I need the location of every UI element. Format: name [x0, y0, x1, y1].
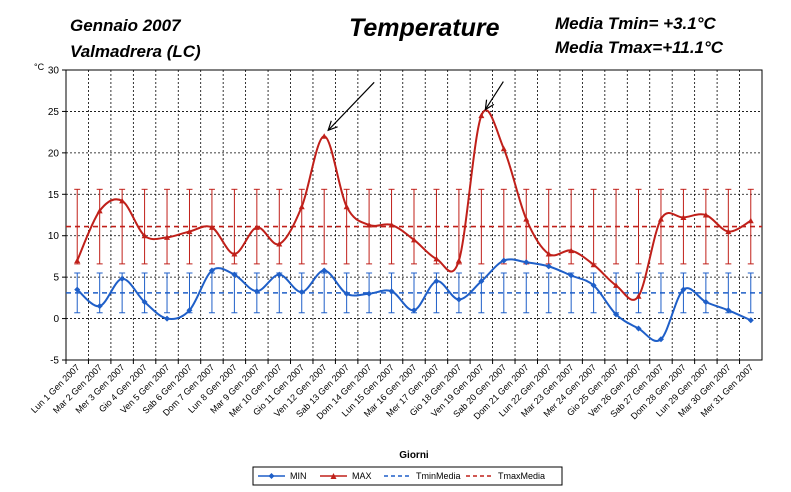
data-point-min	[96, 303, 103, 310]
data-point-min	[635, 325, 642, 332]
legend-min-label: MIN	[290, 471, 307, 481]
data-point-max	[523, 216, 530, 222]
data-point-max	[680, 214, 687, 220]
media-tmin-label: Media Tmin= +3.1°C	[555, 14, 716, 33]
data-point-min	[74, 286, 81, 293]
annotation-arrow-shaft	[484, 81, 504, 110]
data-point-max	[119, 197, 126, 204]
data-point-max	[231, 250, 238, 257]
data-point-min	[298, 289, 305, 296]
data-point-min	[680, 286, 687, 293]
data-point-max	[96, 207, 103, 214]
y-tick-label: 15	[48, 190, 60, 201]
data-point-max	[208, 224, 215, 230]
data-point-max	[500, 145, 507, 152]
data-point-min	[343, 290, 350, 297]
y-tick-label: -5	[50, 356, 59, 367]
data-point-max	[657, 216, 664, 222]
data-point-min	[321, 267, 328, 274]
y-tick-label: 10	[48, 231, 60, 242]
y-tick-label: 5	[53, 273, 59, 284]
data-point-min	[411, 307, 417, 314]
data-point-max	[635, 293, 642, 299]
data-point-max	[388, 221, 395, 228]
data-point-max	[478, 112, 485, 119]
data-point-min	[523, 259, 530, 266]
data-point-min	[164, 315, 171, 322]
data-point-max	[321, 133, 328, 139]
data-point-min	[478, 278, 485, 285]
legend-min-marker	[268, 473, 275, 479]
data-point-min	[747, 317, 754, 324]
data-point-max	[613, 282, 620, 288]
data-point-min	[231, 271, 238, 278]
data-point-min	[568, 272, 575, 279]
data-point-min	[433, 278, 440, 285]
data-point-min	[657, 336, 664, 343]
location-label: Valmadrera (LC)	[70, 42, 201, 61]
data-point-min	[208, 267, 215, 274]
data-point-min	[253, 288, 260, 295]
chart-title: Temperature	[349, 14, 500, 42]
legend-tmaxmedia-label: TmaxMedia	[498, 471, 545, 481]
data-point-max	[455, 257, 462, 264]
data-point-max	[253, 224, 260, 230]
legend-tminmedia-label: TminMedia	[416, 471, 461, 481]
mean-lines	[66, 225, 762, 294]
y-tick-label: 0	[53, 314, 59, 325]
data-point-max	[186, 228, 193, 235]
annotation-arrow-head	[484, 99, 495, 111]
data-point-max	[433, 255, 440, 262]
legend-max-marker	[330, 473, 337, 479]
y-tick-label: 25	[48, 107, 60, 118]
media-tmax-label: Media Tmax=+11.1°C	[555, 38, 724, 57]
data-point-min	[388, 288, 395, 295]
series-lines	[74, 109, 754, 343]
data-point-max	[545, 250, 552, 257]
data-point-min	[590, 282, 597, 289]
data-point-min	[702, 299, 709, 305]
data-point-min	[141, 299, 148, 305]
y-tick-label: 30	[48, 66, 60, 77]
data-point-max	[747, 217, 754, 224]
data-point-max	[164, 234, 171, 240]
data-point-min	[545, 263, 552, 270]
data-point-max	[411, 236, 417, 243]
month-year-label: Gennaio 2007	[70, 16, 181, 35]
data-point-max	[568, 247, 575, 254]
annotation-arrow-head	[327, 120, 338, 132]
data-point-max	[366, 221, 373, 228]
x-axis-label: Giorni	[399, 450, 429, 461]
y-tick-label: 20	[48, 148, 60, 159]
data-point-min	[119, 275, 126, 282]
legend: MIN MAX TminMedia TmaxMedia	[252, 466, 563, 486]
data-point-min	[276, 271, 283, 278]
y-axis-ticks: -5 0 5 10 15 20 25 30	[48, 66, 66, 367]
annotation-arrow-shaft	[327, 81, 375, 131]
data-point-min	[455, 296, 462, 303]
data-point-min	[725, 307, 732, 314]
data-point-max	[298, 203, 305, 210]
data-point-max	[590, 261, 597, 268]
legend-max-label: MAX	[352, 471, 372, 481]
data-point-max	[702, 212, 709, 218]
data-point-min	[613, 311, 620, 318]
data-point-min	[500, 257, 507, 264]
data-point-max	[74, 257, 81, 264]
data-point-max	[141, 232, 148, 239]
y-axis-label: °C	[34, 62, 45, 72]
data-point-min	[366, 290, 373, 297]
annotation-arrows	[327, 81, 504, 132]
data-point-max	[725, 228, 732, 235]
data-point-max	[343, 203, 350, 210]
data-point-max	[276, 241, 283, 247]
data-point-min	[186, 307, 193, 314]
